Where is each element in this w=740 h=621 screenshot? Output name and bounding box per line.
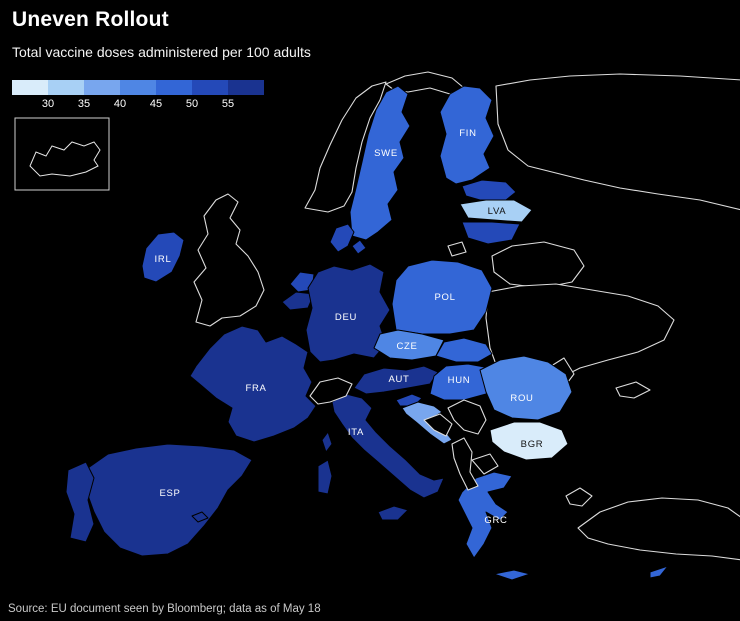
country-sweden: [349, 85, 411, 241]
legend-swatch: [228, 80, 264, 95]
country-label-swe: SWE: [374, 148, 398, 159]
country-bosnia: [423, 413, 453, 437]
iceland-inset-box: [14, 117, 110, 191]
country-label-deu: DEU: [335, 312, 357, 323]
country-kaliningrad: [447, 241, 467, 257]
legend-tick-label: 40: [113, 98, 127, 110]
country-label-rou: ROU: [510, 393, 533, 404]
legend-tick-label: 35: [77, 98, 91, 110]
chart-subtitle: Total vaccine doses administered per 100…: [12, 44, 311, 60]
country-estonia: [461, 179, 517, 201]
legend-tick-label: 55: [221, 98, 235, 110]
color-legend: 30 35 40 45 50 55: [12, 80, 264, 112]
legend-swatch: [12, 80, 48, 95]
country-label-cze: CZE: [396, 341, 417, 352]
legend-tick-label: 50: [185, 98, 199, 110]
country-serbia: [447, 399, 487, 435]
source-note: Source: EU document seen by Bloomberg; d…: [8, 603, 321, 615]
country-lithuania: [461, 221, 521, 245]
country-label-fra: FRA: [245, 383, 266, 394]
country-label-aut: AUT: [388, 374, 409, 385]
country-france: [189, 325, 317, 443]
legend-tick-label: 45: [149, 98, 163, 110]
country-crete: [493, 569, 531, 581]
country-montenegro-albania: [451, 437, 479, 491]
country-label-grc: GRC: [484, 515, 507, 526]
legend-swatch: [84, 80, 120, 95]
country-spain: [85, 443, 253, 557]
country-crimea: [615, 381, 651, 399]
country-cyprus: [649, 565, 669, 579]
country-bulgaria: [489, 421, 569, 461]
country-label-irl: IRL: [155, 254, 172, 265]
country-czechia: [373, 329, 445, 361]
country-labels: FIN SWE LVA IRL DEU POL CZE AUT HUN ROU …: [155, 128, 544, 526]
country-russia: [495, 73, 740, 211]
country-turkey: [577, 497, 740, 561]
country-label-esp: ESP: [159, 488, 180, 499]
country-label-bgr: BGR: [521, 439, 544, 450]
iceland-inset: [14, 117, 110, 191]
country-slovakia: [435, 337, 493, 363]
country-denmark-island: [351, 239, 367, 255]
country-corsica: [321, 431, 333, 453]
country-balearics: [191, 511, 209, 523]
country-greece: [457, 471, 513, 559]
country-poland: [391, 259, 493, 335]
country-germany: [305, 263, 391, 363]
country-portugal: [65, 461, 95, 543]
country-united-kingdom: [193, 193, 265, 327]
country-italy: [331, 393, 445, 499]
country-label-hun: HUN: [448, 375, 471, 386]
country-iceland: [29, 141, 101, 177]
legend-swatches: [12, 80, 264, 95]
country-finland: [439, 85, 495, 185]
legend-swatch: [192, 80, 228, 95]
country-switzerland: [309, 377, 353, 405]
country-sardinia: [317, 459, 333, 495]
country-label-pol: POL: [434, 292, 455, 303]
country-label-ita: ITA: [348, 427, 364, 438]
country-label-fin: FIN: [459, 128, 476, 139]
country-belarus: [491, 241, 585, 289]
page-title: Uneven Rollout: [12, 8, 169, 31]
country-latvia: [459, 199, 533, 223]
country-turkey-thrace: [565, 487, 593, 507]
legend-swatch: [156, 80, 192, 95]
legend-tick-label: 30: [41, 98, 55, 110]
legend-swatch: [48, 80, 84, 95]
country-romania: [479, 355, 573, 421]
legend-ticks: 30 35 40 45 50 55: [12, 98, 264, 112]
country-ireland: [141, 231, 185, 283]
country-north-macedonia: [471, 453, 499, 475]
country-label-lva: LVA: [488, 206, 507, 217]
country-denmark: [329, 223, 355, 253]
non-eu-overlay-countries: [309, 377, 499, 491]
country-norway: [304, 81, 387, 213]
non-eu-countries: [193, 71, 740, 561]
country-austria: [353, 365, 439, 395]
eu-countries: [65, 85, 669, 581]
legend-swatch: [120, 80, 156, 95]
country-sicily: [377, 505, 409, 521]
